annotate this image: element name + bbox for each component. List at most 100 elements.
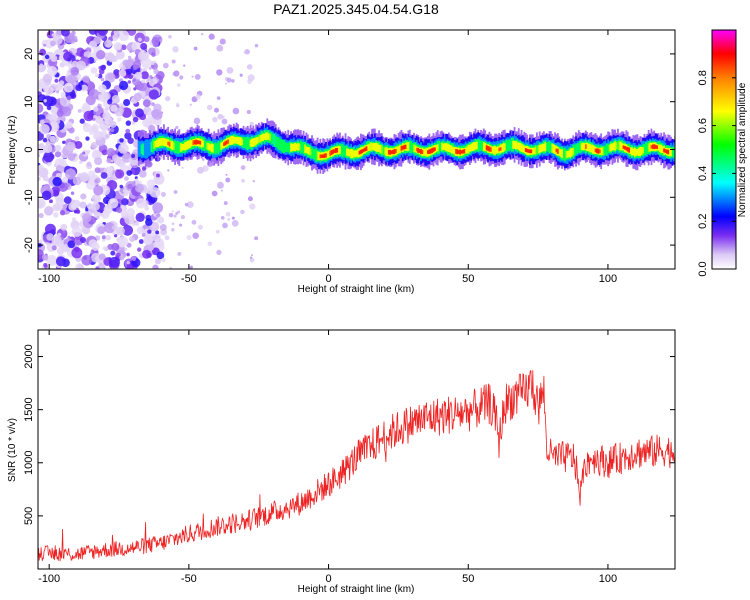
ridge-cell — [179, 143, 182, 152]
noise-blob — [153, 173, 165, 185]
ridge-cell — [213, 143, 216, 154]
noise-blob — [82, 75, 90, 83]
spectrogram-ytick-label: 20 — [23, 48, 35, 60]
noise-blob — [90, 67, 98, 74]
ridge-cell — [603, 145, 605, 156]
ridge-cell — [566, 150, 569, 158]
ridge-cell — [456, 149, 459, 155]
ridge-cell — [351, 149, 354, 159]
noise-blob — [51, 235, 62, 246]
noise-blob — [122, 224, 133, 236]
ridge-cell — [453, 146, 456, 155]
noise-blob — [51, 33, 56, 37]
ridge-cell — [522, 144, 524, 153]
noise-blob — [39, 48, 47, 56]
noise-blob — [244, 48, 250, 55]
ridge-cell — [264, 132, 267, 141]
noise-blob — [192, 232, 199, 239]
colorbar-gradient — [711, 29, 737, 270]
ridge-cell — [241, 138, 244, 146]
noise-blob — [226, 66, 234, 74]
noise-blob — [151, 102, 155, 107]
noise-blob — [217, 113, 224, 120]
ridge-cell — [396, 146, 399, 155]
ridge-cell — [614, 141, 617, 151]
noise-blob — [59, 80, 65, 86]
ridge-cell — [485, 145, 488, 151]
ridge-cell — [175, 141, 178, 154]
ridge-cell — [671, 146, 674, 158]
noise-blob — [125, 120, 132, 126]
ridge-cell — [668, 148, 671, 157]
noise-blob — [135, 198, 147, 209]
ridge-cell — [488, 146, 491, 152]
noise-blob — [132, 64, 138, 71]
noise-blob — [146, 187, 154, 195]
ridge-cell — [434, 147, 436, 151]
ridge-cell — [258, 136, 260, 143]
noise-blob — [65, 121, 73, 129]
noise-blob — [101, 235, 106, 240]
noise-blob — [162, 62, 169, 69]
noise-blob — [231, 219, 239, 227]
ridge-cell — [308, 147, 311, 156]
ridge-cell — [520, 143, 523, 152]
ridge-cell — [329, 150, 332, 156]
ridge-cell — [197, 140, 200, 145]
ridge-cell — [167, 141, 170, 146]
noise-blob — [121, 44, 127, 51]
noise-blob — [42, 137, 48, 143]
noise-blob — [167, 169, 170, 172]
ridge-cell — [378, 144, 380, 152]
noise-blob — [142, 249, 151, 259]
ridge-cell — [151, 139, 154, 153]
noise-blob — [54, 151, 62, 158]
noise-blob — [226, 77, 232, 83]
snr-xtick-label: 0 — [325, 573, 331, 585]
ridge-cell — [311, 147, 313, 159]
ridge-cell — [383, 147, 386, 155]
ridge-cell — [340, 144, 343, 157]
ridge-cell — [373, 143, 376, 151]
ridge-cell — [210, 143, 213, 153]
noise-blob — [128, 74, 134, 80]
ridge-cell — [468, 144, 471, 152]
ridge-cell — [343, 146, 346, 156]
noise-blob — [63, 51, 73, 62]
ridge-cell — [315, 148, 318, 162]
noise-blob — [140, 42, 148, 50]
noise-blob — [118, 80, 129, 91]
noise-blob — [134, 71, 143, 80]
noise-blob — [220, 215, 225, 220]
ridge-layer — [167, 139, 670, 159]
noise-blob — [145, 218, 153, 226]
ridge-cell — [339, 146, 341, 154]
ridge-cell — [621, 142, 624, 151]
noise-blob — [126, 68, 133, 75]
noise-blob — [83, 110, 94, 122]
ridge-cell — [506, 140, 509, 152]
noise-blob — [105, 133, 110, 139]
noise-blob — [119, 255, 125, 261]
ridge-cell — [489, 147, 492, 152]
noise-blob — [118, 236, 129, 247]
noise-blob — [219, 38, 226, 45]
noise-blob — [186, 201, 194, 209]
ridge-cell — [323, 153, 326, 158]
noise-blob — [97, 225, 106, 235]
ridge-cell — [266, 132, 269, 140]
ridge-cell — [341, 143, 344, 158]
ridge-cell — [172, 142, 175, 150]
noise-blob — [98, 253, 106, 261]
noise-blob — [63, 82, 74, 93]
ridge-cell — [515, 141, 517, 150]
noise-blob — [195, 94, 201, 100]
noise-blob — [71, 30, 76, 36]
ridge-cell — [375, 142, 378, 152]
ridge-cell — [246, 136, 249, 151]
noise-blob — [39, 63, 44, 68]
ridge-cell — [604, 145, 607, 155]
noise-blob — [61, 30, 70, 37]
noise-blob — [129, 50, 133, 54]
ridge-cell — [446, 143, 449, 152]
